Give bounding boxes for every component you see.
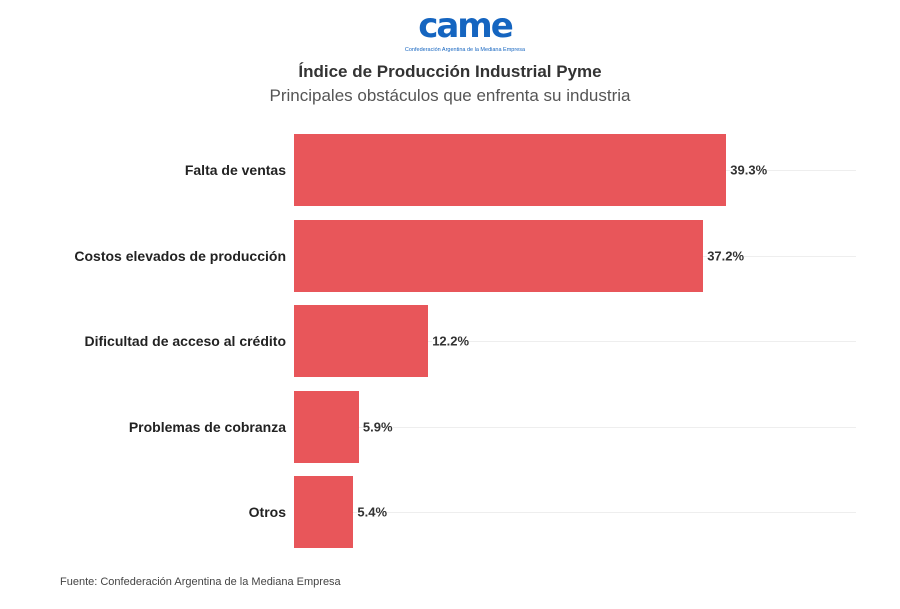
gridline [294,341,856,342]
value-label: 12.2% [432,333,470,349]
source-note: Fuente: Confederación Argentina de la Me… [60,576,341,588]
value-label: 5.9% [362,419,393,434]
bar [294,476,354,548]
category-label: Dificultad de acceso al crédito [84,333,286,349]
value-label: 5.4% [357,504,388,520]
bar [294,305,429,377]
value-label: 39.3% [730,162,768,178]
gridline [294,512,856,513]
gridline [294,426,856,428]
bar [294,390,359,463]
chart-subtitle: Principales obstáculos que enfrenta su i… [269,86,631,105]
category-label: Problemas de cobranza [128,418,286,435]
category-label: Costos elevados de producción [74,247,286,264]
category-label: Falta de ventas [184,162,286,178]
came-logo: came Confederación Argentina de la Media… [400,6,530,58]
logo-subtitle: Confederación Argentina de la Mediana Em… [404,47,526,53]
chart-title: Índice de Producción Industrial Pyme [298,62,602,81]
logo-mark: came [418,6,514,46]
bar [294,219,704,292]
category-label: Otros [248,504,286,520]
bar [294,134,727,206]
value-label: 37.2% [707,248,745,263]
